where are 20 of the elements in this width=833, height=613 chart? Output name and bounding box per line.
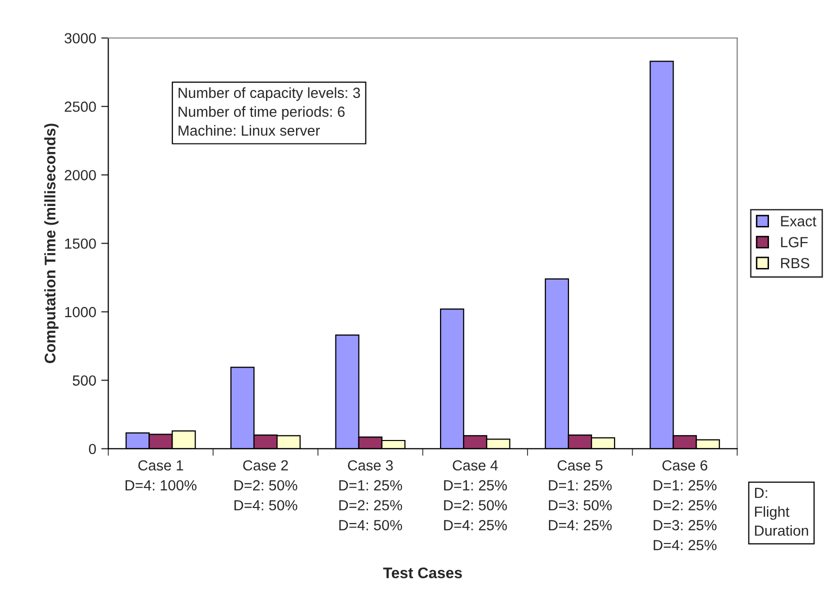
y-tick-label: 2500 xyxy=(64,102,96,112)
y-tick-label: 2000 xyxy=(64,170,96,180)
legend-label: Exact xyxy=(781,216,816,226)
x-tick-label: Case 2 D=2: 50% D=4: 50% xyxy=(234,460,298,510)
y-tick-label: 500 xyxy=(72,375,96,386)
y-tick-label: 1500 xyxy=(65,238,96,249)
y-tick-label: 0 xyxy=(88,444,96,454)
annotation: Number of capacity levels: 3 Number of time periods: 6 Machine: Linux server xyxy=(178,87,360,136)
x-tick-label: Case 6 D=1: 25% D=2: 25% D=3: 25% D=4: 25% xyxy=(654,460,716,550)
legend-label: LGF xyxy=(781,236,808,248)
x-tick-label: Case 1 D=4: 100% xyxy=(126,460,196,490)
x-axis-title: Test Cases xyxy=(383,567,462,578)
x-tick-label: Case 3 D=1: 25% D=2: 25% D=4: 50% xyxy=(339,460,402,530)
y-tick-label: 3000 xyxy=(64,33,96,44)
y-tick-label: 1000 xyxy=(65,306,96,318)
text: D: Flight Duration xyxy=(755,488,808,536)
x-tick-label: Case 5 D=1: 25% D=3: 50% D=4: 25% xyxy=(548,460,612,530)
legend-label: RBS xyxy=(781,258,810,268)
y-axis-title: Computation Time (milliseconds) xyxy=(44,124,58,364)
x-tick-label: Case 4 D=1: 25% D=2: 50% D=4: 25% xyxy=(444,460,507,530)
